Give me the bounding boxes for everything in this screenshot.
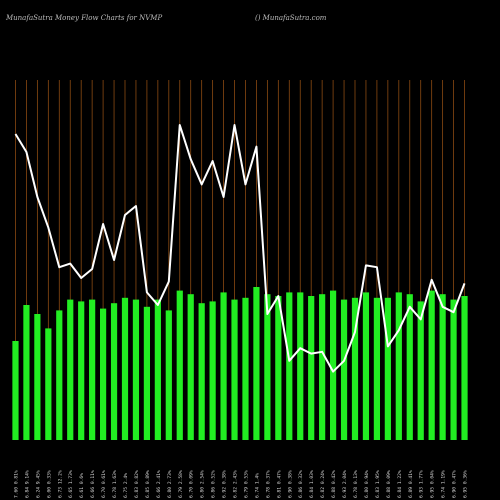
x-tick-label: 6.83 1.95% (375, 470, 381, 498)
bar (176, 290, 183, 440)
x-tick-label: 6.65 1.73% (68, 470, 74, 498)
x-tick-label: 6.88 0.09% (386, 470, 392, 498)
x-tick-label: 6.70 0.61% (101, 470, 107, 498)
bar (110, 303, 118, 440)
bar (154, 299, 161, 440)
x-tick-label: 6.24 9.45% (35, 470, 41, 498)
x-tick-label: 6.61 0.6% (79, 473, 85, 498)
bar-series (12, 287, 468, 440)
x-tick-label: 6.66 0.11% (90, 470, 96, 498)
bar (286, 292, 293, 440)
bar (351, 297, 359, 440)
bar (297, 292, 304, 440)
x-tick-label: 6.89 0.41% (408, 470, 414, 498)
bar (143, 306, 151, 440)
x-tick-label: 6.86 0.52% (211, 470, 217, 498)
x-tick-label: 6.74 1.4% (254, 473, 260, 498)
bar (362, 292, 370, 440)
bar (89, 299, 96, 440)
x-tick-label: 6.88 0.42% (331, 470, 337, 498)
bar (34, 314, 41, 440)
x-tick-label: 6.95 0.04% (430, 470, 436, 498)
x-tick-label: 6.82 2.43% (233, 470, 239, 498)
x-tick-label: 6.85 0.89% (145, 470, 151, 498)
chart-header-left: MunafaSutra Money Flow Charts for NVMP (6, 14, 163, 22)
bar (340, 299, 348, 440)
x-tick-label: 6.00 0.33% (46, 470, 52, 498)
x-tick-label: 6.92 0.38% (222, 470, 228, 498)
bar (264, 294, 271, 440)
bar (275, 296, 282, 440)
x-tick-label: 7.60 0.81% (13, 470, 19, 498)
x-tick-label: 6.73 12.2% (57, 470, 63, 498)
bar (395, 292, 402, 440)
bar (45, 328, 52, 440)
x-tick-label: 6.70 0.09% (189, 470, 195, 498)
bar (450, 299, 457, 440)
x-tick-label: 6.79 0.53% (243, 470, 249, 498)
x-tick-label: 6.86 0.32% (298, 470, 304, 498)
bar (78, 301, 85, 440)
bar (12, 341, 19, 440)
bar (132, 299, 140, 440)
bar (461, 296, 468, 440)
x-tick-label: 6.84 9.14% (24, 470, 30, 498)
bar (187, 294, 194, 440)
x-tick-label: 6.84 1.22% (397, 470, 403, 498)
x-tick-label: 6.83 0.82% (134, 470, 140, 498)
x-tick-label: 6.79 2.58% (178, 470, 184, 498)
x-tick-label: 6.80 2.54% (200, 470, 206, 498)
x-tick-label: 6.80 2.73% (167, 470, 173, 498)
bar (439, 294, 446, 440)
bar (23, 305, 30, 440)
x-tick-labels: 7.60 0.81% 6.84 9.14% 6.24 9.45% 6.00 0.33%… (13, 470, 468, 498)
money-flow-line (14, 124, 466, 373)
bar (253, 287, 260, 440)
bar (56, 310, 63, 440)
bar (121, 297, 129, 440)
x-tick-label: 6.90 0.47% (452, 470, 458, 498)
bar (231, 299, 238, 440)
bar (198, 303, 205, 440)
x-tick-label: 6.90 0.38% (287, 470, 293, 498)
line-series (14, 124, 466, 373)
x-tick-label: 6.74 1.19% (441, 470, 447, 498)
x-tick-label: 6.82 0.24% (320, 470, 326, 498)
bar (373, 297, 381, 440)
x-tick-label: 6.66 2.41% (156, 470, 162, 498)
bar (209, 301, 216, 440)
x-tick-label: 6.80 0.94% (364, 470, 370, 498)
bar (308, 296, 315, 440)
x-tick-label: 6.75 2.4% (123, 473, 129, 498)
bar (406, 294, 413, 440)
bar (384, 297, 391, 440)
x-tick-label: 6.93 1.77% (419, 470, 425, 498)
x-tick-label: 6.93 2.04% (342, 470, 348, 498)
bar (242, 297, 249, 440)
x-tick-label: 6.84 1.03% (309, 470, 315, 498)
x-tick-label: 6.78 1.63% (112, 470, 118, 498)
chart-header-right: () MunafaSutra.com (255, 14, 327, 22)
bar (67, 299, 74, 440)
bar (220, 292, 227, 440)
bar (319, 294, 326, 440)
bar (165, 310, 172, 440)
bar (417, 301, 424, 440)
bar (329, 290, 337, 440)
x-tick-label: 6.78 0.13% (353, 470, 359, 498)
bar (428, 290, 435, 440)
x-tick-label: 6.95 0.36% (463, 470, 469, 498)
bar (99, 308, 107, 440)
x-tick-label: 6.78 0.37% (265, 470, 271, 498)
x-tick-label: 6.81 0.47% (276, 470, 282, 498)
